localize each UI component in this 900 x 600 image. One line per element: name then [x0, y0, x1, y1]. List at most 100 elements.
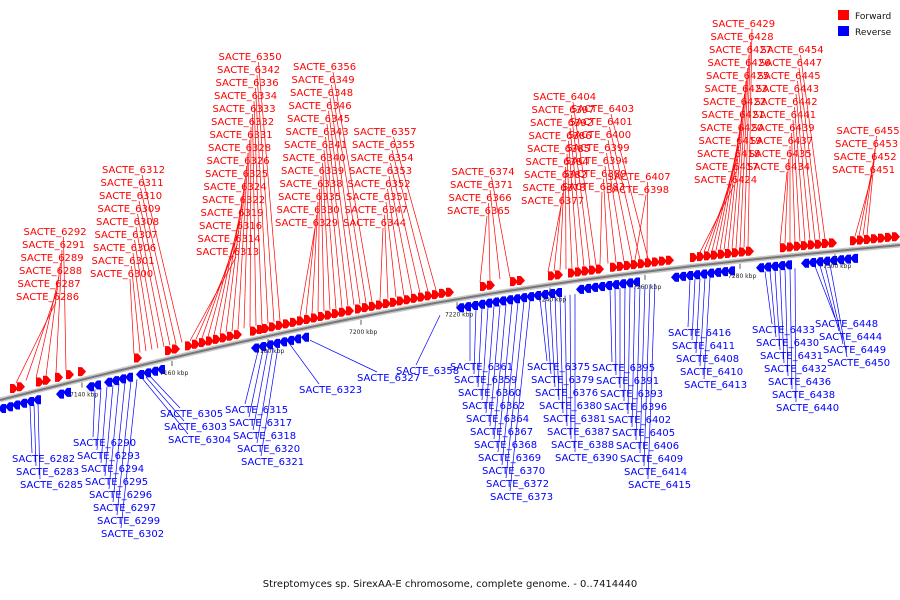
- gene-label[interactable]: SACTE_6453: [835, 139, 898, 150]
- gene-label[interactable]: SACTE_6384: [526, 157, 589, 168]
- gene-label[interactable]: SACTE_6448: [815, 319, 878, 330]
- gene-label[interactable]: SACTE_6355: [352, 140, 415, 151]
- forward-gene[interactable]: [575, 267, 583, 277]
- forward-gene[interactable]: [276, 320, 284, 330]
- gene-label[interactable]: SACTE_6395: [592, 363, 655, 374]
- reverse-gene[interactable]: [822, 256, 830, 266]
- forward-gene[interactable]: [432, 290, 440, 300]
- gene-label[interactable]: SACTE_6334: [214, 91, 277, 102]
- reverse-gene[interactable]: [756, 263, 764, 273]
- gene-label[interactable]: SACTE_6440: [776, 403, 839, 414]
- gene-label[interactable]: SACTE_6321: [241, 457, 304, 468]
- gene-label[interactable]: SACTE_6338: [280, 179, 343, 190]
- gene-label[interactable]: SACTE_6300: [90, 269, 153, 280]
- reverse-gene[interactable]: [470, 300, 478, 310]
- gene-label[interactable]: SACTE_6406: [616, 441, 679, 452]
- reverse-gene[interactable]: [554, 287, 562, 297]
- reverse-gene[interactable]: [720, 267, 728, 277]
- gene-label[interactable]: SACTE_6391: [596, 376, 659, 387]
- gene-label[interactable]: SACTE_6350: [219, 52, 282, 63]
- gene-label[interactable]: SACTE_6361: [450, 362, 513, 373]
- gene-label[interactable]: SACTE_6360: [458, 388, 521, 399]
- forward-gene[interactable]: [718, 249, 726, 259]
- forward-gene[interactable]: [732, 248, 740, 258]
- gene-label[interactable]: SACTE_6320: [237, 444, 300, 455]
- gene-label[interactable]: SACTE_6348: [290, 88, 353, 99]
- forward-gene[interactable]: [808, 240, 816, 250]
- forward-gene[interactable]: [480, 281, 488, 291]
- gene-label[interactable]: SACTE_6396: [604, 402, 667, 413]
- reverse-gene[interactable]: [0, 404, 6, 414]
- reverse-gene[interactable]: [118, 374, 126, 384]
- gene-label[interactable]: SACTE_6404: [533, 92, 596, 103]
- gene-label[interactable]: SACTE_6307: [95, 230, 158, 241]
- gene-label[interactable]: SACTE_6303: [164, 422, 227, 433]
- reverse-gene[interactable]: [801, 258, 809, 268]
- forward-gene[interactable]: [220, 333, 228, 343]
- forward-gene[interactable]: [10, 384, 18, 394]
- gene-label[interactable]: SACTE_6306: [93, 243, 156, 254]
- forward-gene[interactable]: [555, 270, 563, 280]
- gene-label[interactable]: SACTE_6424: [694, 175, 757, 186]
- gene-label[interactable]: SACTE_6418: [697, 149, 760, 160]
- gene-label[interactable]: SACTE_6346: [289, 101, 352, 112]
- forward-gene[interactable]: [66, 370, 74, 380]
- forward-gene[interactable]: [487, 280, 495, 290]
- forward-gene[interactable]: [548, 271, 556, 281]
- gene-label[interactable]: SACTE_6387: [547, 427, 610, 438]
- reverse-gene[interactable]: [713, 267, 721, 277]
- reverse-gene[interactable]: [632, 277, 640, 287]
- forward-gene[interactable]: [787, 242, 795, 252]
- gene-label[interactable]: SACTE_6304: [168, 435, 231, 446]
- gene-label[interactable]: SACTE_6419: [699, 136, 762, 147]
- gene-label[interactable]: SACTE_6455: [837, 126, 900, 137]
- forward-gene[interactable]: [815, 239, 823, 249]
- reverse-gene[interactable]: [63, 387, 71, 397]
- gene-label[interactable]: SACTE_6398: [606, 185, 669, 196]
- reverse-gene[interactable]: [19, 398, 27, 408]
- reverse-gene[interactable]: [251, 343, 259, 353]
- forward-gene[interactable]: [332, 309, 340, 319]
- gene-label[interactable]: SACTE_6311: [101, 178, 164, 189]
- forward-gene[interactable]: [725, 249, 733, 259]
- reverse-gene[interactable]: [699, 269, 707, 279]
- reverse-gene[interactable]: [692, 270, 700, 280]
- gene-label[interactable]: SACTE_6351: [346, 192, 409, 203]
- gene-label[interactable]: SACTE_6420: [700, 123, 763, 134]
- forward-gene[interactable]: [213, 334, 221, 344]
- gene-label[interactable]: SACTE_6413: [684, 380, 747, 391]
- gene-label[interactable]: SACTE_6345: [287, 114, 350, 125]
- forward-gene[interactable]: [425, 291, 433, 301]
- gene-label[interactable]: SACTE_6302: [101, 529, 164, 540]
- gene-label[interactable]: SACTE_6380: [539, 401, 602, 412]
- gene-label[interactable]: SACTE_6415: [628, 480, 691, 491]
- gene-label[interactable]: SACTE_6358: [396, 366, 459, 377]
- reverse-gene[interactable]: [136, 370, 144, 380]
- reverse-gene[interactable]: [519, 293, 527, 303]
- gene-label[interactable]: SACTE_6405: [612, 428, 675, 439]
- gene-label[interactable]: SACTE_6324: [204, 182, 267, 193]
- forward-gene[interactable]: [617, 261, 625, 271]
- reverse-gene[interactable]: [604, 281, 612, 291]
- gene-label[interactable]: SACTE_6423: [705, 84, 768, 95]
- reverse-gene[interactable]: [611, 280, 619, 290]
- reverse-gene[interactable]: [625, 278, 633, 288]
- forward-gene[interactable]: [227, 331, 235, 341]
- reverse-gene[interactable]: [301, 332, 309, 342]
- forward-gene[interactable]: [589, 265, 597, 275]
- reverse-gene[interactable]: [286, 335, 294, 345]
- forward-gene[interactable]: [711, 250, 719, 260]
- gene-label[interactable]: SACTE_6385: [527, 144, 590, 155]
- forward-gene[interactable]: [878, 233, 886, 243]
- reverse-gene[interactable]: [671, 272, 679, 282]
- gene-label[interactable]: SACTE_6390: [555, 453, 618, 464]
- gene-label[interactable]: SACTE_6382: [524, 170, 587, 181]
- forward-gene[interactable]: [43, 375, 51, 385]
- forward-gene[interactable]: [411, 293, 419, 303]
- forward-gene[interactable]: [192, 339, 200, 349]
- forward-gene[interactable]: [871, 234, 879, 244]
- forward-gene[interactable]: [746, 246, 754, 256]
- gene-label[interactable]: SACTE_6402: [608, 415, 671, 426]
- gene-label[interactable]: SACTE_6301: [92, 256, 155, 267]
- forward-gene[interactable]: [346, 306, 354, 316]
